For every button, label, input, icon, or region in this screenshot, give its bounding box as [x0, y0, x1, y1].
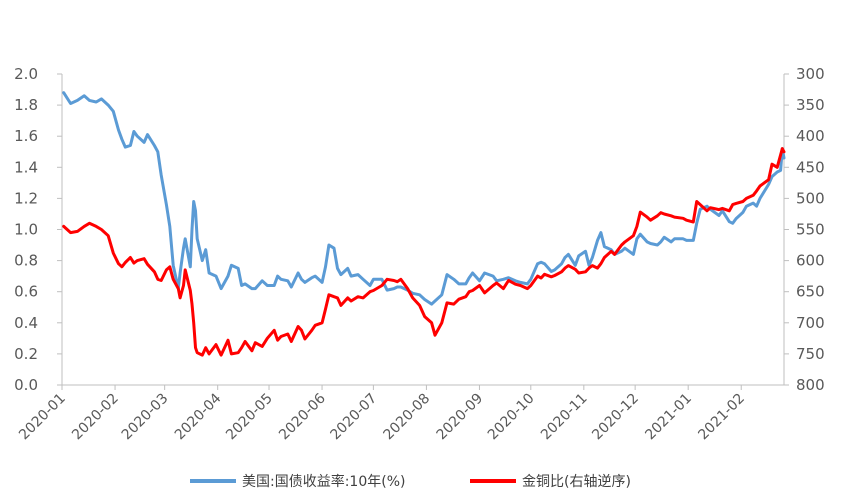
y-right-tick-label: 500	[796, 189, 825, 207]
legend-label-1: 美国:国债收益率:10年(%)	[242, 473, 405, 490]
y-right-tick-label: 400	[796, 127, 825, 145]
x-tick-label: 2020-08	[381, 391, 434, 444]
x-tick-label: 2020-05	[223, 391, 276, 444]
x-tick-label: 2020-10	[485, 391, 538, 444]
x-tick-label: 2021-02	[695, 391, 748, 444]
y-right-tick-label: 350	[796, 96, 825, 114]
y-left-tick-label: 0.6	[14, 283, 38, 301]
x-tick-label: 2020-09	[434, 391, 487, 444]
y-left-tick-label: 1.8	[14, 96, 38, 114]
y-right-tick-label: 300	[796, 65, 825, 83]
x-tick-label: 2020-02	[69, 391, 122, 444]
legend: 美国:国债收益率:10年(%) 金铜比(右轴逆序)	[190, 473, 631, 490]
y-right-tick-label: 650	[796, 283, 825, 301]
y-right-tick-label: 550	[796, 221, 825, 239]
axes-layer: 0.0 0.2 0.4 0.6 0.8 1.0 1.2 1.4 1.6 1.8 2.0 300 350 4…	[14, 65, 825, 443]
x-tick-label: 2020-04	[172, 390, 225, 443]
series-layer	[62, 91, 786, 357]
x-tick-label: 2020-07	[328, 391, 381, 444]
x-tick-label: 2020-12	[589, 391, 642, 444]
y-left-tick-label: 0.8	[14, 252, 38, 270]
y-left-tick-label: 1.4	[14, 158, 38, 176]
x-tick-label: 2020-01	[16, 391, 69, 444]
y-left-tick-label: 0.4	[14, 314, 38, 332]
x-tick-label: 2020-11	[538, 391, 591, 444]
y-right-tick-label: 750	[796, 345, 825, 363]
series-line-1	[62, 91, 786, 306]
legend-label-2: 金铜比(右轴逆序)	[522, 474, 631, 490]
y-right-tick-label: 450	[796, 158, 825, 176]
y-right-tick-label: 600	[796, 252, 825, 270]
y-left-tick-label: 1.2	[14, 189, 38, 207]
y-left-tick-label: 0.0	[14, 376, 38, 394]
x-tick-label: 2020-06	[276, 390, 329, 443]
y-right-tick-label: 700	[796, 314, 825, 332]
y-left-tick-label: 0.2	[14, 345, 38, 363]
y-left-tick-label: 2.0	[14, 65, 38, 83]
x-tick-label: 2020-03	[119, 391, 172, 444]
y-left-tick-label: 1.6	[14, 127, 38, 145]
series-line-2	[62, 147, 786, 357]
y-left-tick-label: 1.0	[14, 221, 38, 239]
x-tick-label: 2021-01	[642, 391, 695, 444]
y-right-tick-label: 800	[796, 376, 825, 394]
